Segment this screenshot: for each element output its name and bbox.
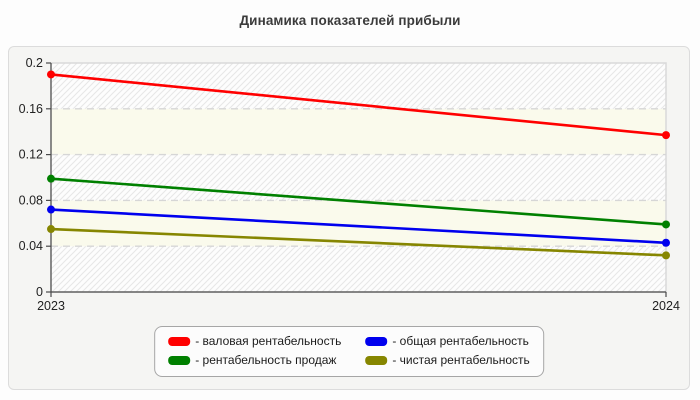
y-tick-label: 0 <box>36 285 43 299</box>
series-marker <box>47 174 55 183</box>
chart-panel: 0 0.04 0.08 0.12 0.16 0.2 2023 2024 - валовая р… <box>8 46 690 390</box>
legend-swatch <box>365 356 388 365</box>
series-marker <box>662 251 670 260</box>
plot-band <box>51 200 666 247</box>
series-marker <box>662 131 670 140</box>
y-tick-label: 0.2 <box>26 56 43 70</box>
plot-band <box>51 108 666 155</box>
series-line <box>50 73 667 137</box>
series-marker <box>47 205 55 214</box>
legend-item: - общая рентабельность <box>365 334 529 349</box>
legend-item: - валовая рентабельность <box>168 334 341 349</box>
series-marker <box>47 225 55 234</box>
legend: - валовая рентабельность - общая рентабел… <box>154 326 544 377</box>
x-tick-label: 2023 <box>37 299 65 313</box>
plot-area: 0 0.04 0.08 0.12 0.16 0.2 2023 2024 <box>19 56 680 313</box>
series-line <box>50 227 667 257</box>
y-tick-label: 0.08 <box>19 193 43 207</box>
series-line <box>50 177 667 226</box>
series-marker <box>662 238 670 247</box>
legend-swatch <box>365 337 388 346</box>
legend-swatch <box>168 337 191 346</box>
plot-band <box>51 63 666 109</box>
plot-band <box>51 246 666 292</box>
x-tick-label: 2024 <box>652 299 680 313</box>
legend-item: - рентабельность продаж <box>168 353 341 368</box>
legend-label: - общая рентабельность <box>392 334 529 348</box>
series-line <box>50 208 667 245</box>
legend-label: - чистая рентабельность <box>392 353 530 367</box>
y-tick-label: 0.04 <box>19 239 43 253</box>
series-marker <box>662 220 670 229</box>
series-marker <box>47 70 55 79</box>
plot-band <box>51 154 666 201</box>
y-tick-label: 0.12 <box>19 148 43 162</box>
legend-swatch <box>168 356 191 365</box>
y-tick-label: 0.16 <box>19 102 43 116</box>
chart-title: Динамика показателей прибыли <box>239 13 461 28</box>
legend-label: - валовая рентабельность <box>195 334 342 348</box>
legend-label: - рентабельность продаж <box>195 353 337 367</box>
legend-item: - чистая рентабельность <box>365 353 530 368</box>
